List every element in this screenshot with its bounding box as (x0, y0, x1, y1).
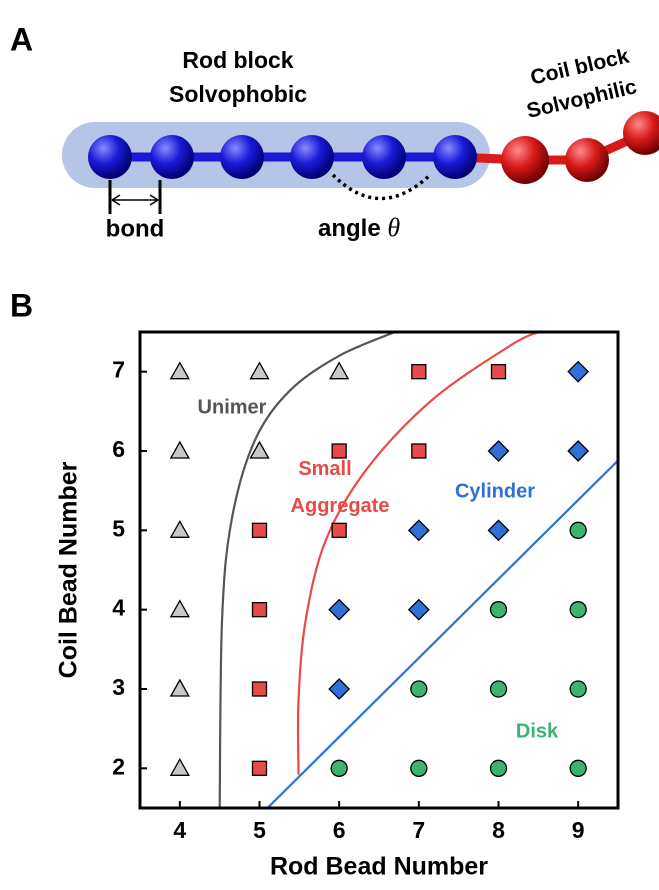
data-point (251, 363, 269, 379)
phase-label-line: Small (298, 458, 351, 480)
data-point (570, 522, 586, 538)
rod-title: Rod block (182, 47, 293, 73)
data-point (568, 441, 588, 461)
data-point (409, 600, 429, 620)
data-point (491, 681, 507, 697)
x-axis-label: Rod Bead Number (270, 853, 488, 881)
rod-subtitle: Solvophobic (169, 81, 307, 107)
data-point (489, 520, 509, 540)
data-point (570, 602, 586, 618)
y-tick-label: 2 (112, 753, 125, 779)
figure: A Rod block Solvophobic Coil block Solvo… (0, 0, 659, 890)
coil-beads (501, 111, 659, 184)
x-tick-label: 8 (492, 817, 505, 843)
coil-bead (623, 111, 659, 155)
phase-label-line: Aggregate (291, 495, 390, 517)
data-point (253, 682, 267, 696)
rod-bead (362, 135, 406, 179)
panel-label: B (10, 287, 33, 323)
data-point (253, 761, 267, 775)
data-point (570, 760, 586, 776)
data-point (489, 441, 509, 461)
bond-label: bond (106, 215, 165, 242)
data-point (331, 760, 347, 776)
data-point (492, 365, 506, 379)
rod-bead (88, 135, 132, 179)
x-tick-label: 6 (333, 817, 346, 843)
data-point (329, 679, 349, 699)
data-point (411, 681, 427, 697)
data-point (570, 681, 586, 697)
y-tick-label: 6 (112, 436, 125, 462)
data-point (412, 444, 426, 458)
y-axis-label: Coil Bead Number (55, 461, 83, 678)
data-point (332, 444, 346, 458)
data-point (568, 362, 588, 382)
phase-label: Unimer (198, 396, 267, 418)
y-tick-label: 4 (112, 595, 125, 621)
data-point (253, 523, 267, 537)
rod-bead (290, 135, 334, 179)
angle-label: angle θ (318, 213, 400, 242)
phase-label: Disk (516, 720, 559, 742)
y-tick-label: 7 (112, 357, 125, 383)
data-point (491, 760, 507, 776)
x-tick-label: 9 (572, 817, 585, 843)
rod-bead (433, 135, 477, 179)
phase-boundary (298, 332, 538, 775)
coil-bead (565, 138, 609, 182)
y-tick-label: 3 (112, 674, 125, 700)
y-tick-label: 5 (112, 515, 125, 541)
data-point (171, 680, 189, 696)
data-point (171, 759, 189, 775)
data-point (329, 600, 349, 620)
data-point (171, 442, 189, 458)
panel-label: A (10, 21, 33, 57)
phase-label: Cylinder (455, 480, 535, 502)
phase-label: Small Aggregate (291, 458, 390, 517)
angle-word: angle (318, 215, 381, 242)
data-point (332, 523, 346, 537)
data-point (411, 760, 427, 776)
rod-bead (220, 135, 264, 179)
data-point (171, 363, 189, 379)
x-tick-label: 5 (253, 817, 266, 843)
data-point (330, 363, 348, 379)
data-point (409, 520, 429, 540)
data-point (171, 521, 189, 537)
angle-symbol: θ (387, 213, 400, 242)
x-tick-label: 7 (412, 817, 425, 843)
data-point (253, 603, 267, 617)
bond-arrow (112, 195, 158, 205)
data-point (412, 365, 426, 379)
data-point (491, 602, 507, 618)
panel-a: A Rod block Solvophobic Coil block Solvo… (10, 21, 659, 242)
rod-bead (150, 135, 194, 179)
x-tick-label: 4 (173, 817, 186, 843)
data-point (171, 601, 189, 617)
coil-bead (501, 136, 549, 184)
